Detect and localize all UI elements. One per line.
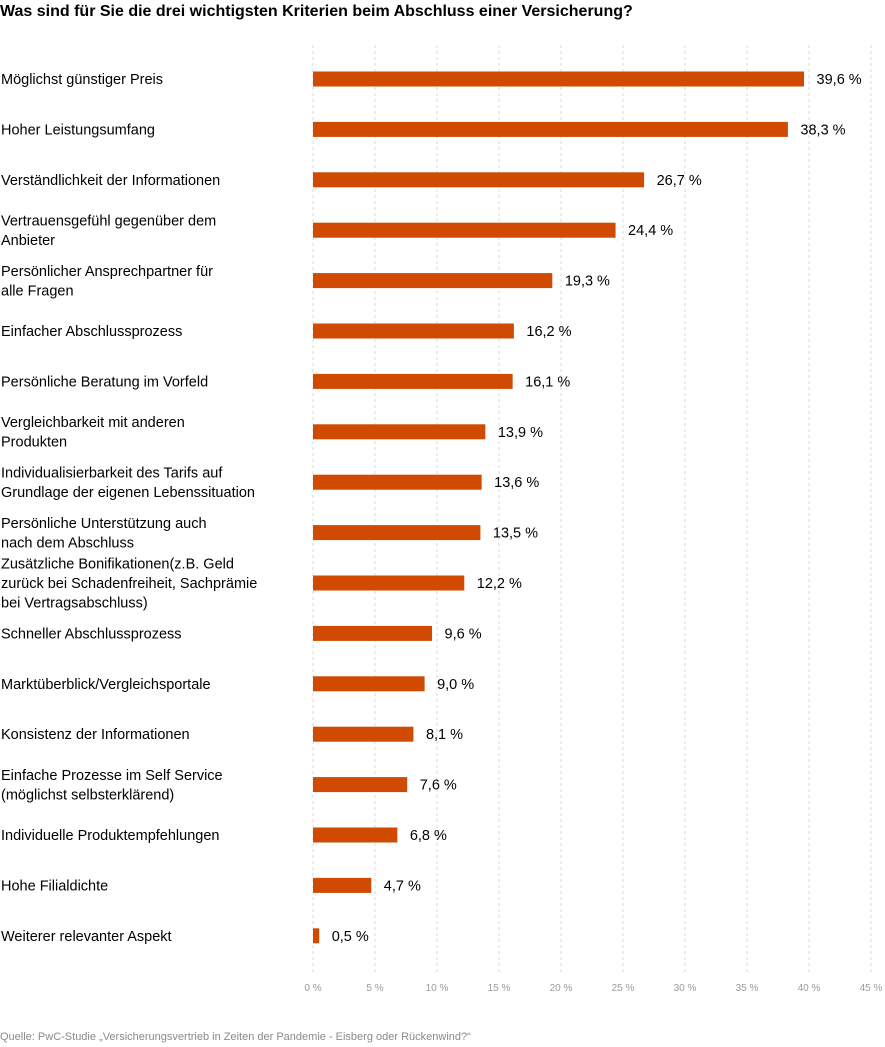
category-label-line: Weiterer relevanter Aspekt bbox=[1, 929, 172, 945]
x-tick-label: 15 % bbox=[488, 983, 511, 994]
category-label: Persönlicher Ansprechpartner für alle Fra… bbox=[1, 264, 213, 299]
bar bbox=[313, 424, 486, 440]
bar bbox=[313, 121, 788, 137]
category-label-line: Verständlichkeit der Informationen bbox=[1, 173, 220, 189]
category-label-line: Marktüberblick/Vergleichsportale bbox=[1, 677, 211, 693]
category-label-line: Individualisierbarkeit des Tarifs auf bbox=[1, 466, 223, 482]
chart-title: Was sind für Sie die drei wichtigsten Kr… bbox=[0, 3, 633, 20]
bar bbox=[313, 726, 414, 742]
category-label-line: Möglichst günstiger Preis bbox=[1, 72, 163, 88]
category-labels: Möglichst günstiger Preis Hoher Leistungs… bbox=[1, 72, 257, 945]
value-label: 26,7 % bbox=[657, 173, 702, 189]
bar bbox=[313, 323, 514, 339]
category-label-line: (möglichst selbsterklärend) bbox=[1, 787, 174, 803]
value-label: 8,1 % bbox=[426, 727, 463, 743]
bar bbox=[313, 777, 408, 793]
x-tick-label: 25 % bbox=[612, 983, 635, 994]
bar bbox=[313, 525, 481, 541]
category-label-line: Schneller Abschlussprozess bbox=[1, 626, 182, 642]
category-label: Möglichst günstiger Preis bbox=[1, 72, 163, 88]
x-axis-ticks: 0 % 5 % 10 % 15 % 20 % 25 % 30 % 35 % 40 % 45 % bbox=[304, 983, 882, 994]
category-label-line: nach dem Abschluss bbox=[1, 535, 134, 551]
value-label: 0,5 % bbox=[332, 929, 369, 945]
bar bbox=[313, 71, 805, 87]
x-tick-label: 0 % bbox=[304, 983, 321, 994]
category-label-line: Hoher Leistungsumfang bbox=[1, 122, 155, 138]
value-label: 39,6 % bbox=[817, 72, 862, 88]
bar bbox=[313, 172, 645, 188]
category-label-line: zurück bei Schadenfreiheit, Sachprämie bbox=[1, 576, 257, 592]
category-label-line: Grundlage der eigenen Lebenssituation bbox=[1, 485, 255, 501]
x-tick-label: 30 % bbox=[674, 983, 697, 994]
value-label: 6,8 % bbox=[410, 828, 447, 844]
category-label: Weiterer relevanter Aspekt bbox=[1, 929, 172, 945]
bar bbox=[313, 273, 553, 289]
bar bbox=[313, 373, 513, 389]
category-label: Vertrauensgefühl gegenüber dem Anbieter bbox=[1, 214, 216, 249]
category-label: Zusätzliche Bonifikationen(z.B. Geld zurü… bbox=[1, 557, 257, 612]
category-label: Persönliche Beratung im Vorfeld bbox=[1, 374, 208, 390]
category-label-line: Anbieter bbox=[1, 233, 55, 249]
category-label: Vergleichbarkeit mit anderen Produkten bbox=[1, 415, 185, 450]
value-label: 24,4 % bbox=[628, 223, 673, 239]
value-label: 38,3 % bbox=[800, 122, 845, 138]
category-label-line: Einfacher Abschlussprozess bbox=[1, 324, 182, 340]
value-label: 16,1 % bbox=[525, 374, 570, 390]
category-label: Verständlichkeit der Informationen bbox=[1, 173, 220, 189]
category-label: Hoher Leistungsumfang bbox=[1, 122, 155, 138]
x-tick-label: 45 % bbox=[860, 983, 883, 994]
category-label-line: Konsistenz der Informationen bbox=[1, 727, 190, 743]
x-tick-label: 5 % bbox=[366, 983, 383, 994]
category-label-line: Hohe Filialdichte bbox=[1, 878, 108, 894]
value-label: 12,2 % bbox=[477, 576, 522, 592]
category-label: Schneller Abschlussprozess bbox=[1, 626, 182, 642]
bar bbox=[313, 676, 425, 692]
value-label: 19,3 % bbox=[565, 274, 610, 290]
category-label-line: Persönliche Unterstützung auch bbox=[1, 516, 207, 532]
x-tick-label: 10 % bbox=[426, 983, 449, 994]
bar bbox=[313, 877, 372, 893]
category-label: Persönliche Unterstützung auch nach dem A… bbox=[1, 516, 207, 551]
bar bbox=[313, 928, 320, 944]
bars bbox=[313, 71, 805, 944]
category-label: Marktüberblick/Vergleichsportale bbox=[1, 677, 211, 693]
category-label-line: bei Vertragsabschluss) bbox=[1, 595, 148, 611]
category-label-line: Vertrauensgefühl gegenüber dem bbox=[1, 214, 216, 230]
category-label: Konsistenz der Informationen bbox=[1, 727, 190, 743]
category-label-line: Persönlicher Ansprechpartner für bbox=[1, 264, 213, 280]
category-label: Hohe Filialdichte bbox=[1, 878, 108, 894]
bar bbox=[313, 575, 465, 591]
value-labels: 39,6 % 38,3 % 26,7 % 24,4 % 19,3 % 16,2 % 16,1… bbox=[332, 72, 862, 945]
value-label: 9,0 % bbox=[437, 677, 474, 693]
x-tick-label: 35 % bbox=[736, 983, 759, 994]
value-label: 9,6 % bbox=[445, 626, 482, 642]
category-label-line: Persönliche Beratung im Vorfeld bbox=[1, 374, 208, 390]
value-label: 13,6 % bbox=[494, 475, 539, 491]
category-label-line: Zusätzliche Bonifikationen(z.B. Geld bbox=[1, 557, 234, 573]
value-label: 13,5 % bbox=[493, 526, 538, 542]
bar bbox=[313, 827, 398, 843]
category-label: Einfache Prozesse im Self Service (möglic… bbox=[1, 768, 223, 803]
bar bbox=[313, 474, 482, 490]
value-label: 13,9 % bbox=[498, 425, 543, 441]
bar bbox=[313, 222, 616, 238]
category-label-line: Produkten bbox=[1, 435, 67, 451]
category-label-line: Individuelle Produktempfehlungen bbox=[1, 828, 219, 844]
source-note: Quelle: PwC-Studie „Versicherungsvertrie… bbox=[0, 1031, 471, 1043]
x-tick-label: 20 % bbox=[550, 983, 573, 994]
category-label: Einfacher Abschlussprozess bbox=[1, 324, 182, 340]
category-label-line: Einfache Prozesse im Self Service bbox=[1, 768, 223, 784]
value-label: 4,7 % bbox=[384, 878, 421, 894]
category-label: Individualisierbarkeit des Tarifs auf Gru… bbox=[1, 466, 255, 501]
value-label: 7,6 % bbox=[420, 778, 457, 794]
category-label: Individuelle Produktempfehlungen bbox=[1, 828, 219, 844]
x-tick-label: 40 % bbox=[798, 983, 821, 994]
value-label: 16,2 % bbox=[526, 324, 571, 340]
bar bbox=[313, 625, 433, 641]
category-label-line: alle Fragen bbox=[1, 283, 74, 299]
gridlines bbox=[312, 45, 872, 975]
category-label-line: Vergleichbarkeit mit anderen bbox=[1, 415, 185, 431]
